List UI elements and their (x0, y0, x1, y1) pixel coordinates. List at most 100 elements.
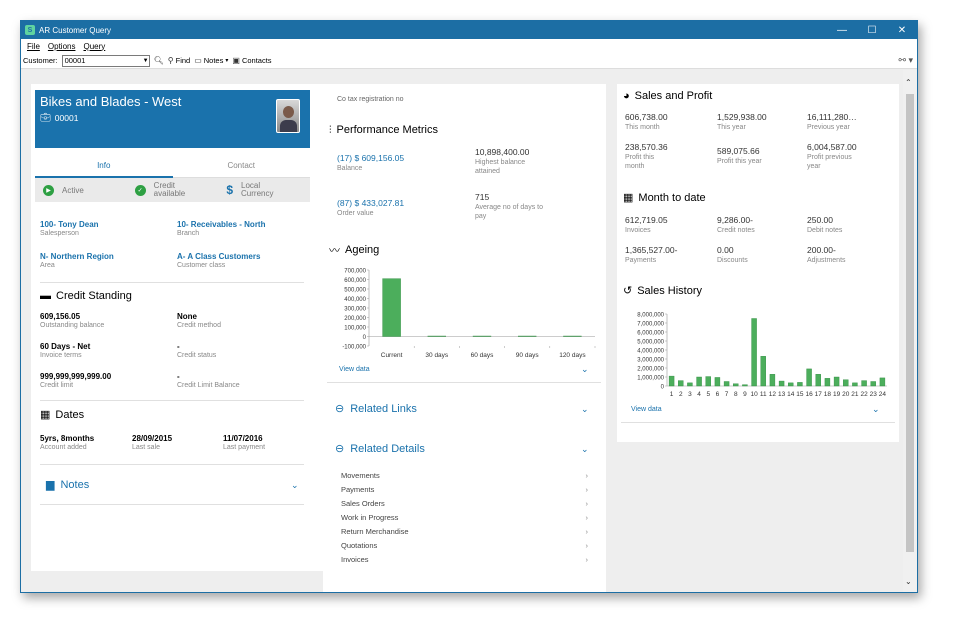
search-icon[interactable]: 🔍︎ (153, 56, 164, 65)
check-icon: ✓ (134, 184, 146, 196)
close-button[interactable]: ✕ (897, 24, 907, 36)
minimize-button[interactable]: — (837, 24, 847, 36)
sales-panel: ◕ Sales and Profit 606,738.00 This month … (617, 84, 899, 442)
y-tick-label: 100,000 (344, 326, 366, 332)
sp-item: 16,111,280… Previous year (807, 112, 857, 132)
status-row: ▶ Active ✓ Credit available $ Local Curr… (35, 178, 310, 202)
x-tick-label: 18 (824, 391, 832, 398)
y-tick-label: 600,000 (344, 278, 366, 284)
mtd-label: Discounts (717, 257, 748, 264)
account-added-value: 5yrs, 8months (40, 434, 95, 443)
branch-label: Branch (177, 230, 200, 237)
link-icon[interactable]: ⚯ ▾ (898, 55, 913, 65)
chevron-right-icon[interactable]: › (585, 471, 589, 480)
related-links-section[interactable]: ⊖ Related Links (335, 402, 417, 416)
contacts-button[interactable]: ▣ Contacts (232, 56, 271, 65)
chevron-right-icon[interactable]: › (585, 499, 589, 508)
tab-contact[interactable]: Contact (172, 154, 310, 178)
dates-title: ▦ Dates (40, 408, 85, 422)
salesperson-value[interactable]: 100- Tony Dean (40, 220, 99, 229)
bar (778, 380, 785, 387)
credit-standing-label: Credit Standing (56, 290, 132, 302)
salesperson-label: Salesperson (40, 230, 79, 237)
vertical-scrollbar[interactable]: ⌃ ⌄ (903, 70, 917, 592)
order-value-value[interactable]: (87) $ 433,027.81 (337, 198, 405, 208)
chevron-right-icon[interactable]: › (585, 541, 589, 550)
x-tick-label: 11 (760, 391, 767, 398)
balance-value[interactable]: (17) $ 609,156.05 (337, 153, 405, 163)
menu-options[interactable]: Options (47, 41, 76, 51)
chevron-right-icon[interactable]: › (585, 513, 589, 522)
x-tick-label: 21 (851, 391, 859, 398)
history-view-data-link[interactable]: View data (631, 406, 662, 413)
notes-section[interactable]: ▆ Notes (46, 478, 89, 492)
menu-file[interactable]: File (27, 41, 40, 51)
tax-reg-label: Co tax registration no (337, 96, 404, 103)
x-tick-label: 60 days (471, 352, 495, 359)
notes-dropdown-icon[interactable]: ▾ (225, 58, 229, 64)
credit-method-field: None Credit method (177, 312, 221, 329)
x-tick-label: 4 (697, 391, 701, 398)
ageing-view-data-link[interactable]: View data (339, 366, 370, 373)
scroll-up-icon[interactable]: ⌃ (905, 78, 912, 87)
detail-payments[interactable]: Payments (341, 485, 375, 494)
sp-label: Previous year (807, 124, 850, 131)
x-tick-label: 13 (778, 391, 786, 398)
chevron-right-icon[interactable]: › (585, 485, 589, 494)
bar (833, 376, 840, 387)
detail-sales-orders[interactable]: Sales Orders (341, 499, 385, 508)
divider (40, 400, 304, 401)
y-tick-label: 7,000,000 (637, 322, 664, 328)
chevron-right-icon[interactable]: › (585, 555, 589, 564)
notes-button[interactable]: ▭ Notes ▾ (194, 56, 228, 65)
x-tick-label: Current (381, 352, 403, 359)
status-active: ▶ Active (35, 184, 127, 196)
area-value[interactable]: N- Northern Region (40, 252, 114, 261)
scroll-down-icon[interactable]: ⌄ (905, 577, 912, 586)
detail-invoices[interactable]: Invoices (341, 555, 369, 564)
app-window: S AR Customer Query — ☐ ✕ File Options Q… (20, 20, 918, 593)
chevron-right-icon[interactable]: › (585, 527, 589, 536)
related-details-section[interactable]: ⊖ Related Details (335, 442, 425, 456)
avatar[interactable] (276, 99, 300, 133)
customer-input[interactable]: 00001 ▼ (61, 54, 150, 67)
detail-return-merchandise[interactable]: Return Merchandise (341, 527, 409, 536)
last-sale-field: 28/09/2015 Last sale (132, 434, 172, 451)
bar (705, 376, 711, 387)
chevron-down-icon[interactable]: ▼ (142, 57, 149, 64)
chevron-down-icon[interactable]: ⌄ (872, 404, 880, 414)
chevron-down-icon[interactable]: ⌄ (291, 480, 299, 490)
chevron-up-icon[interactable]: ⌄ (581, 444, 589, 454)
invoice-terms-label: Invoice terms (40, 352, 82, 359)
menu-query[interactable]: Query (83, 41, 106, 51)
customer-class-value[interactable]: A- A Class Customers (177, 252, 261, 261)
find-button[interactable]: ⚲ Find (168, 56, 190, 65)
tab-info[interactable]: Info (35, 154, 173, 178)
mtd-label: Debit notes (807, 227, 843, 234)
detail-movements[interactable]: Movements (341, 471, 380, 480)
chevron-down-icon[interactable]: ⌄ (581, 364, 589, 374)
scrollbar-thumb[interactable] (906, 94, 914, 552)
dates-label: Dates (55, 408, 85, 421)
maximize-button[interactable]: ☐ (867, 24, 877, 36)
x-tick-label: 5 (706, 391, 710, 398)
outstanding-field: 609,156.05 Outstanding balance (40, 312, 104, 329)
y-tick-label: 500,000 (344, 288, 366, 294)
bar (517, 335, 537, 337)
last-payment-value: 11/07/2016 (223, 434, 263, 443)
sales-profit-label: Sales and Profit (634, 90, 713, 102)
notes-icon: ▭ (194, 56, 202, 65)
mtd-item: 250.00 Debit notes (807, 215, 842, 235)
detail-work-in-progress[interactable]: Work in Progress (341, 513, 399, 522)
branch-value[interactable]: 10- Receivables - North (177, 220, 266, 229)
mtd-label: Payments (625, 257, 657, 264)
sp-value: 16,111,280… (807, 112, 857, 122)
customer-code: 00001 (54, 112, 79, 123)
bar (806, 368, 812, 387)
bar (824, 378, 831, 387)
detail-quotations[interactable]: Quotations (341, 541, 378, 550)
mtd-value: 612,719.05 (625, 215, 668, 225)
bar (687, 382, 693, 387)
chevron-down-icon[interactable]: ⌄ (581, 404, 589, 414)
customer-code-row: 💼︎ 00001 (40, 112, 78, 123)
